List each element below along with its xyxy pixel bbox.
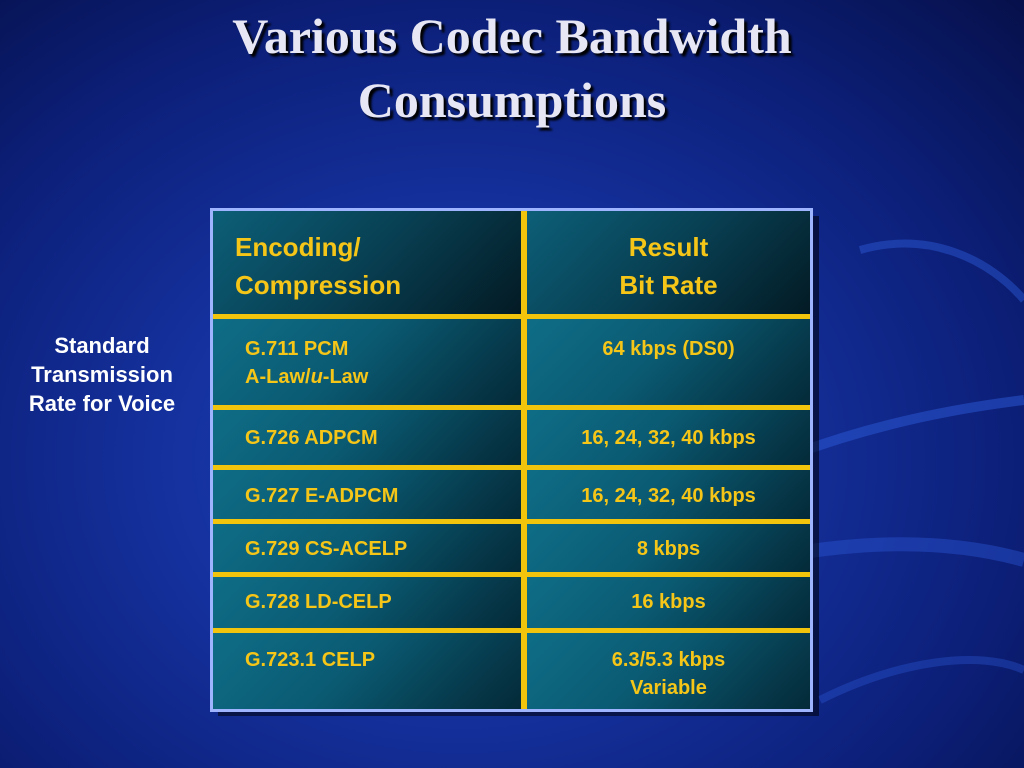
slide-title: Various Codec Bandwidth Consumptions xyxy=(0,4,1024,132)
rate-line-1: 16, 24, 32, 40 kbps xyxy=(581,485,756,507)
header-encoding-text: Encoding/ Compression xyxy=(235,228,401,304)
encoding-cell: G.728 LD-CELP xyxy=(213,577,521,628)
column-divider xyxy=(521,470,527,519)
row-divider xyxy=(213,628,810,633)
column-divider xyxy=(521,211,527,314)
table-row: G.711 PCM A-Law/u-Law 64 kbps (DS0) xyxy=(213,319,810,405)
table-row: G.728 LD-CELP 16 kbps xyxy=(213,577,810,628)
slide-title-line-2: Consumptions xyxy=(357,72,667,128)
encoding-text: G.723.1 CELP xyxy=(245,646,375,674)
row-divider xyxy=(213,519,810,524)
encoding-cell: G.723.1 CELP xyxy=(213,633,521,709)
table-row: G.727 E-ADPCM 16, 24, 32, 40 kbps xyxy=(213,470,810,519)
encoding-text: G.711 PCM A-Law/u-Law xyxy=(245,335,368,391)
table-row: G.729 CS-ACELP 8 kbps xyxy=(213,524,810,572)
codec-table: Encoding/ Compression Result Bit Rate G.… xyxy=(210,208,813,712)
encoding-line-2-part-3: -Law xyxy=(322,366,369,388)
column-divider xyxy=(521,577,527,628)
column-divider xyxy=(521,524,527,572)
rate-line-1: 16, 24, 32, 40 kbps xyxy=(581,427,756,449)
encoding-text: G.728 LD-CELP xyxy=(245,588,392,616)
column-divider xyxy=(521,319,527,405)
rate-text: 6.3/5.3 kbps Variable xyxy=(527,646,810,702)
table-row: G.723.1 CELP 6.3/5.3 kbps Variable xyxy=(213,633,810,709)
table-header-row: Encoding/ Compression Result Bit Rate xyxy=(213,211,810,314)
encoding-cell: G.711 PCM A-Law/u-Law xyxy=(213,319,521,405)
encoding-line-1: G.723.1 CELP xyxy=(245,649,376,671)
encoding-line-1: G.711 PCM xyxy=(245,338,349,360)
encoding-line-1: G.726 ADPCM xyxy=(245,427,378,449)
encoding-text: G.727 E-ADPCM xyxy=(245,482,398,510)
encoding-line-2-part-1: A-Law/ xyxy=(245,366,311,388)
encoding-cell: G.729 CS-ACELP xyxy=(213,524,521,572)
rate-line-2: Variable xyxy=(630,677,707,699)
side-label-line-2: Transmission xyxy=(31,362,173,387)
side-label-line-3: Rate for Voice xyxy=(28,391,176,416)
rate-text: 8 kbps xyxy=(527,535,810,563)
encoding-line-2-part-2: u xyxy=(310,366,323,388)
encoding-line-2: A-Law/u-Law xyxy=(245,363,368,391)
side-label: Standard Transmission Rate for Voice xyxy=(4,331,200,418)
header-result-line-1: Result xyxy=(628,232,709,262)
encoding-line-1: G.728 LD-CELP xyxy=(245,591,392,613)
header-encoding-line-1: Encoding/ xyxy=(235,232,361,262)
rate-cell: 16, 24, 32, 40 kbps xyxy=(527,470,810,519)
row-divider xyxy=(213,572,810,577)
rate-line-1: 64 kbps (DS0) xyxy=(602,338,735,360)
encoding-cell: G.726 ADPCM xyxy=(213,410,521,465)
encoding-line-1: G.729 CS-ACELP xyxy=(245,538,408,560)
rate-cell: 8 kbps xyxy=(527,524,810,572)
rate-cell: 16 kbps xyxy=(527,577,810,628)
rate-cell: 64 kbps (DS0) xyxy=(527,319,810,405)
side-label-line-1: Standard xyxy=(54,333,150,358)
rate-line-1: 16 kbps xyxy=(631,591,706,613)
column-divider xyxy=(521,410,527,465)
rate-cell: 16, 24, 32, 40 kbps xyxy=(527,410,810,465)
rate-text: 16, 24, 32, 40 kbps xyxy=(527,424,810,452)
slide-title-line-1: Various Codec Bandwidth xyxy=(232,8,792,64)
encoding-cell: G.727 E-ADPCM xyxy=(213,470,521,519)
row-divider xyxy=(213,465,810,470)
header-result-line-2: Bit Rate xyxy=(619,270,718,300)
header-cell-encoding: Encoding/ Compression xyxy=(213,211,521,314)
row-divider xyxy=(213,314,810,319)
rate-text: 16 kbps xyxy=(527,588,810,616)
column-divider xyxy=(521,633,527,709)
header-encoding-line-2: Compression xyxy=(235,270,402,300)
encoding-line-1: G.727 E-ADPCM xyxy=(245,485,399,507)
header-cell-result: Result Bit Rate xyxy=(527,211,810,314)
rate-text: 16, 24, 32, 40 kbps xyxy=(527,482,810,510)
rate-line-1: 6.3/5.3 kbps xyxy=(611,649,726,671)
header-result-text: Result Bit Rate xyxy=(527,228,810,304)
rate-cell: 6.3/5.3 kbps Variable xyxy=(527,633,810,709)
encoding-text: G.729 CS-ACELP xyxy=(245,535,407,563)
rate-line-1: 8 kbps xyxy=(636,538,701,560)
table-row: G.726 ADPCM 16, 24, 32, 40 kbps xyxy=(213,410,810,465)
encoding-text: G.726 ADPCM xyxy=(245,424,378,452)
rate-text: 64 kbps (DS0) xyxy=(527,335,810,363)
row-divider xyxy=(213,405,810,410)
